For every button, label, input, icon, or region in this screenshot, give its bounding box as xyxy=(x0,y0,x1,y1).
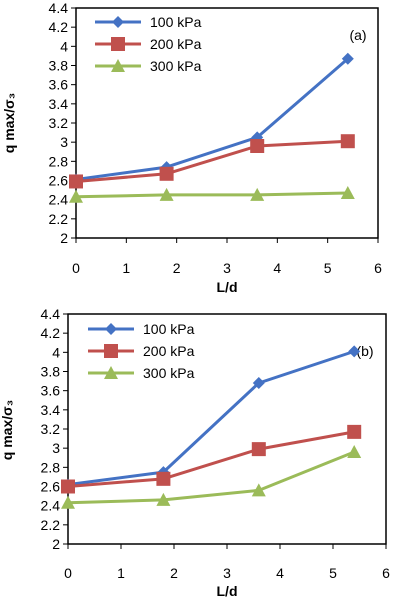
chart-panel-1: 2 2.2 2.4 2.6 2.8 3 3.2 3.4 3.6 3.8 4 4.2 4.4 0 1 2 3 4 5 6… xyxy=(1,0,382,295)
series-line xyxy=(67,430,355,488)
x-tick-label: 3 xyxy=(223,565,231,581)
x-tick-label: 2 xyxy=(173,260,181,276)
x-axis-label: L/d xyxy=(217,583,238,599)
x-tick-label: 1 xyxy=(122,260,130,276)
x-axis-label: L/d xyxy=(217,279,238,295)
legend-marker xyxy=(111,37,125,51)
y-tick-label: 2.4 xyxy=(41,498,61,514)
series-line xyxy=(75,139,348,183)
data-point xyxy=(340,185,355,199)
y-tick-label: 3.8 xyxy=(41,364,61,380)
x-tick-label: 5 xyxy=(329,565,337,581)
legend-marker xyxy=(112,16,124,28)
series-line xyxy=(75,57,349,182)
y-tick-label: 3.6 xyxy=(49,77,69,93)
legend-marker xyxy=(104,344,118,358)
data-point xyxy=(156,492,171,506)
y-tick-label: 2.8 xyxy=(49,153,69,169)
series-line xyxy=(67,450,355,505)
y-tick-label: 2.8 xyxy=(41,459,61,475)
y-tick-label: 2.4 xyxy=(49,192,69,208)
data-point xyxy=(341,52,354,65)
y-tick-label: 3.2 xyxy=(41,421,61,437)
x-tick-label: 1 xyxy=(117,565,125,581)
y-tick-label: 3.4 xyxy=(41,402,61,418)
legend-entry: 300 kPa xyxy=(95,58,202,74)
legend-entry: 100 kPa xyxy=(95,14,202,30)
y-tick-label: 4.4 xyxy=(49,0,69,16)
y-tick-label: 2.2 xyxy=(41,517,61,533)
x-tick-label: 3 xyxy=(223,260,231,276)
data-point xyxy=(69,174,83,189)
legend-label: 300 kPa xyxy=(150,58,202,74)
series-line xyxy=(75,191,348,199)
data-point xyxy=(347,445,362,458)
y-tick-label: 4 xyxy=(52,344,60,360)
plot-area xyxy=(75,7,379,239)
legend-marker xyxy=(104,366,118,379)
y-tick-label: 2.6 xyxy=(41,479,61,495)
y-tick-label: 4.2 xyxy=(41,325,61,341)
legend-label: 100 kPa xyxy=(143,321,195,337)
x-tick-label: 2 xyxy=(170,565,178,581)
legend-marker xyxy=(111,59,125,72)
y-tick-label: 3 xyxy=(60,134,68,150)
legend-entry: 200 kPa xyxy=(88,343,195,359)
data-point xyxy=(61,495,75,509)
x-tick-label: 4 xyxy=(276,565,284,581)
data-point xyxy=(251,442,266,457)
y-tick-label: 4.4 xyxy=(41,306,61,322)
y-axis-label: q max/σ₃ xyxy=(0,400,15,460)
series-300-kpa xyxy=(61,445,362,509)
y-axis-label: q max/σ₃ xyxy=(1,93,17,153)
series-line xyxy=(67,349,355,487)
chart-panel-2: 2 2.2 2.4 2.6 2.8 3 3.2 3.4 3.6 3.8 4 4.2 4.4 0 1 2 3 4 5 6… xyxy=(0,306,390,599)
panel-label: (b) xyxy=(356,343,373,359)
legend-entry: 300 kPa xyxy=(88,365,195,381)
x-tick-label: 4 xyxy=(273,260,281,276)
legend-entry: 100 kPa xyxy=(88,321,195,337)
panel-label: (a) xyxy=(349,27,366,43)
data-point xyxy=(159,166,174,181)
series-300-kpa xyxy=(69,185,355,203)
data-point xyxy=(250,187,265,201)
data-point xyxy=(156,471,171,486)
data-point xyxy=(250,139,265,153)
data-point xyxy=(348,345,361,358)
y-tick-label: 2 xyxy=(52,536,60,552)
data-point xyxy=(340,134,355,149)
x-tick-label: 6 xyxy=(374,260,382,276)
y-tick-label: 3.6 xyxy=(41,383,61,399)
data-point xyxy=(251,483,266,497)
legend-entry: 200 kPa xyxy=(95,36,202,52)
data-point xyxy=(252,377,265,389)
legend-label: 200 kPa xyxy=(143,343,195,359)
x-tick-label: 0 xyxy=(72,260,80,276)
legend-label: 100 kPa xyxy=(150,14,202,30)
x-tick-label: 0 xyxy=(64,565,72,581)
data-point xyxy=(69,189,83,203)
y-tick-label: 3 xyxy=(52,440,60,456)
y-tick-label: 4 xyxy=(60,38,68,54)
x-tick-label: 5 xyxy=(324,260,332,276)
legend-marker xyxy=(105,323,117,335)
y-tick-label: 3.2 xyxy=(49,115,69,131)
legend-label: 200 kPa xyxy=(150,36,202,52)
data-point xyxy=(61,479,75,494)
legend-label: 300 kPa xyxy=(143,365,195,381)
y-tick-label: 3.4 xyxy=(49,96,69,112)
y-tick-label: 4.2 xyxy=(49,19,69,35)
series-200-kpa xyxy=(61,424,362,494)
y-tick-label: 3.8 xyxy=(49,58,69,74)
y-tick-label: 2.2 xyxy=(49,211,69,227)
data-point xyxy=(347,424,362,439)
series-200-kpa xyxy=(69,134,355,189)
data-point xyxy=(159,187,174,201)
y-tick-label: 2.6 xyxy=(49,173,69,189)
x-tick-label: 6 xyxy=(382,565,390,581)
y-tick-label: 2 xyxy=(60,230,68,246)
